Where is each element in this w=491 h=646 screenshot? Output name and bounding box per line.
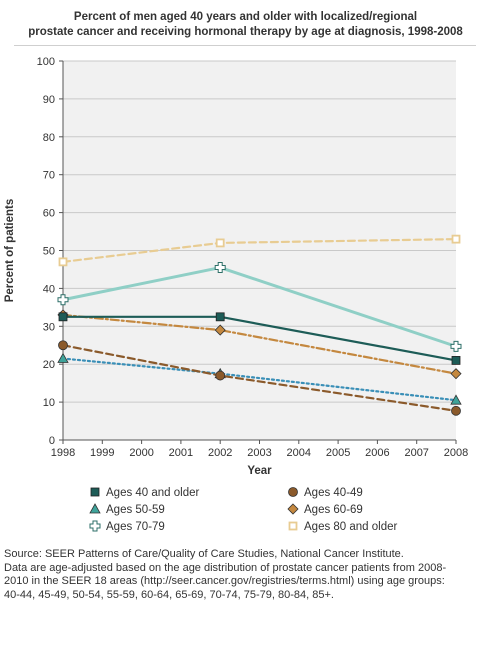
data-point [214,324,226,336]
data-point [450,368,462,380]
legend-label: Ages 40 and older [106,487,200,499]
legend-label: Ages 60-69 [304,504,363,516]
data-point [214,262,226,274]
source-note: Source: SEER Patterns of Care/Quality of… [4,548,488,602]
title-divider [14,45,476,46]
data-point [451,405,461,416]
legend-marker [287,503,299,515]
legend-item: Ages 50-59 [89,503,165,516]
legend-item: Ages 60-69 [287,503,363,516]
y-tick-label: 50 [43,246,55,258]
source-line-4: 40-44, 45-49, 50-54, 55-59, 60-64, 65-69… [4,588,334,601]
x-tick-label: 2004 [287,447,311,459]
data-point [215,312,225,322]
source-line-2: Data are age-adjusted based on the age d… [4,561,447,574]
data-point [215,370,226,381]
y-tick-label: 90 [43,94,55,106]
y-tick-label: 60 [43,208,55,220]
x-tick-label: 2006 [365,447,389,459]
legend-marker [288,521,298,531]
x-axis-label: Year [247,465,272,477]
chart-title-line-1: Percent of men aged 40 years and older w… [73,11,418,23]
y-tick-label: 30 [43,321,55,333]
legend-marker [90,487,100,497]
data-point [57,352,69,363]
y-axis-label: Percent of patients [4,199,16,303]
legend-label: Ages 50-59 [106,504,165,516]
legend-marker [288,487,298,497]
legend-label: Ages 80 and older [304,521,398,533]
legend-item: Ages 40 and older [90,487,200,499]
y-tick-label: 10 [43,397,55,409]
source-line-3: 2010 in the SEER 18 areas (http://seer.c… [4,575,445,587]
chart-title-line-2: prostate cancer and receiving hormonal t… [28,26,463,38]
data-point [450,340,462,352]
legend-marker [89,520,101,532]
x-tick-label: 1999 [90,447,114,459]
y-tick-label: 100 [37,56,55,68]
data-point [58,257,68,267]
data-point [57,294,69,306]
data-point [450,394,462,405]
data-point [58,312,68,322]
y-tick-label: 70 [43,170,55,182]
y-tick-label: 80 [43,132,55,144]
y-tick-label: 20 [43,359,55,371]
chart-title: Percent of men aged 40 years and older w… [0,10,491,40]
legend-label: Ages 40-49 [304,487,363,499]
source-line-1: Source: SEER Patterns of Care/Quality of… [4,548,404,560]
data-point [58,340,68,351]
data-point [451,356,461,365]
legend-item: Ages 80 and older [288,521,398,533]
data-point [215,238,225,248]
x-tick-label: 2008 [444,447,468,459]
data-point [451,234,461,244]
line-chart: 0 10 20 30 40 50 60 70 80 90 100 1998 1999 2000 2001 20… [4,56,468,533]
legend-label: Ages 70-79 [106,521,165,533]
x-tick-label: 2005 [326,447,350,459]
x-tick-label: 2007 [404,447,428,459]
x-tick-label: 2002 [208,447,232,459]
y-tick-label: 40 [43,283,55,295]
legend-item: Ages 40-49 [288,487,363,499]
x-tick-label: 1998 [51,447,75,459]
x-tick-label: 2001 [169,447,193,459]
legend-item: Ages 70-79 [89,520,165,533]
x-tick-label: 2000 [129,447,153,459]
x-tick-label: 2003 [247,447,271,459]
y-tick-label: 0 [49,435,55,447]
legend-marker [89,503,101,514]
